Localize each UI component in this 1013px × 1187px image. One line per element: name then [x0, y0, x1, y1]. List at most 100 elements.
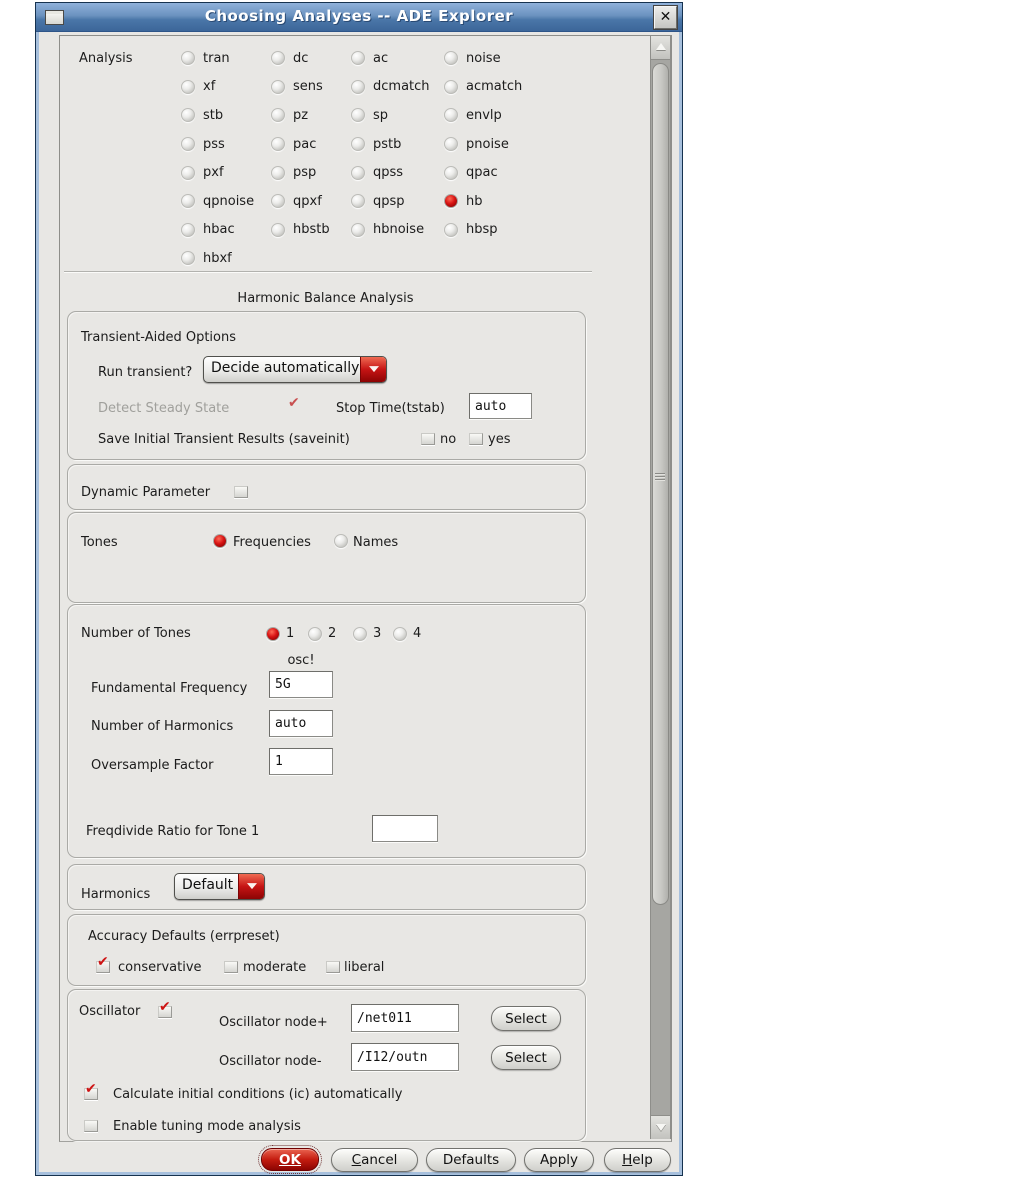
saveinit-no-checkbox[interactable] — [421, 433, 435, 445]
analysis-option-dcmatch[interactable]: dcmatch — [351, 79, 444, 94]
oversample-factor-input[interactable] — [269, 748, 333, 775]
radio-icon[interactable] — [271, 108, 285, 123]
radio-icon[interactable] — [271, 79, 285, 94]
stop-time-input[interactable] — [469, 393, 532, 419]
radio-icon[interactable] — [351, 51, 365, 66]
calc-ic-checkbox[interactable] — [84, 1081, 98, 1100]
analysis-option-pstb[interactable]: pstb — [351, 137, 444, 152]
scrollbar[interactable] — [650, 36, 671, 1139]
analysis-option-hbstb[interactable]: hbstb — [271, 222, 351, 237]
title-bar[interactable]: Choosing Analyses -- ADE Explorer ✕ — [36, 3, 682, 32]
saveinit-yes-checkbox[interactable] — [469, 433, 483, 445]
radio-icon[interactable] — [181, 137, 195, 152]
analysis-option-ac[interactable]: ac — [351, 51, 444, 66]
radio-icon[interactable] — [351, 194, 365, 209]
radio-icon[interactable] — [271, 137, 285, 152]
radio-icon[interactable] — [444, 165, 458, 180]
option-label: acmatch — [466, 79, 523, 95]
fundamental-frequency-input[interactable] — [269, 671, 333, 698]
run-transient-dropdown[interactable]: Decide automatically — [203, 356, 387, 383]
tones-count-3-radio[interactable] — [353, 627, 367, 641]
moderate-checkbox[interactable] — [224, 961, 238, 973]
oscillator-node-minus-input[interactable] — [351, 1043, 459, 1071]
analysis-option-sp[interactable]: sp — [351, 108, 444, 123]
analysis-option-pxf[interactable]: pxf — [181, 165, 271, 180]
scrollbar-thumb[interactable] — [652, 63, 669, 905]
radio-icon[interactable] — [271, 194, 285, 209]
oscillator-checkbox[interactable] — [158, 999, 172, 1018]
analysis-option-qpss[interactable]: qpss — [351, 165, 444, 180]
scroll-up-button[interactable] — [651, 36, 670, 60]
analysis-option-stb[interactable]: stb — [181, 108, 271, 123]
analysis-option-pz[interactable]: pz — [271, 108, 351, 123]
analysis-option-acmatch[interactable]: acmatch — [444, 79, 574, 94]
radio-icon[interactable] — [351, 165, 365, 180]
analysis-option-pac[interactable]: pac — [271, 137, 351, 152]
liberal-checkbox[interactable] — [326, 961, 340, 973]
analysis-option-envlp[interactable]: envlp — [444, 108, 574, 123]
freqdivide-input[interactable] — [372, 815, 438, 842]
analysis-option-tran[interactable]: tran — [181, 51, 271, 66]
radio-icon[interactable] — [351, 79, 365, 94]
analysis-option-hbnoise[interactable]: hbnoise — [351, 222, 444, 237]
radio-icon[interactable] — [181, 79, 195, 94]
number-of-harmonics-input[interactable] — [269, 710, 333, 737]
radio-icon[interactable] — [181, 194, 195, 209]
analysis-option-noise[interactable]: noise — [444, 51, 574, 66]
defaults-button[interactable]: Defaults — [426, 1148, 516, 1172]
analysis-option-qpxf[interactable]: qpxf — [271, 194, 351, 209]
dropdown-arrow-icon[interactable] — [238, 874, 264, 899]
detect-steady-state-check[interactable] — [288, 392, 302, 406]
analysis-option-hbxf[interactable]: hbxf — [181, 251, 271, 266]
analysis-option-qpac[interactable]: qpac — [444, 165, 574, 180]
apply-button[interactable]: Apply — [524, 1148, 594, 1172]
radio-icon[interactable] — [181, 51, 195, 66]
analysis-option-psp[interactable]: psp — [271, 165, 351, 180]
close-button[interactable]: ✕ — [654, 6, 677, 29]
tones-count-4-radio[interactable] — [393, 627, 407, 641]
analysis-option-sens[interactable]: sens — [271, 79, 351, 94]
radio-icon[interactable] — [181, 165, 195, 180]
radio-icon[interactable] — [271, 165, 285, 180]
window-menu-icon[interactable] — [45, 10, 64, 25]
radio-icon[interactable] — [351, 108, 365, 123]
analysis-option-qpnoise[interactable]: qpnoise — [181, 194, 271, 209]
radio-icon[interactable] — [444, 108, 458, 123]
scroll-down-button[interactable] — [651, 1115, 670, 1139]
oscillator-node-plus-input[interactable] — [351, 1004, 459, 1032]
analysis-option-dc[interactable]: dc — [271, 51, 351, 66]
analysis-option-hb[interactable]: hb — [444, 194, 574, 209]
radio-icon[interactable] — [271, 51, 285, 66]
tuning-mode-checkbox[interactable] — [84, 1120, 98, 1132]
radio-icon[interactable] — [181, 251, 195, 266]
radio-icon[interactable] — [444, 137, 458, 152]
tones-names-radio[interactable] — [334, 534, 348, 548]
conservative-checkbox[interactable] — [96, 954, 110, 973]
radio-icon[interactable] — [351, 222, 365, 237]
analysis-option-hbac[interactable]: hbac — [181, 222, 271, 237]
analysis-option-pss[interactable]: pss — [181, 137, 271, 152]
analysis-option-pnoise[interactable]: pnoise — [444, 137, 574, 152]
radio-icon[interactable] — [351, 137, 365, 152]
dropdown-arrow-icon[interactable] — [360, 357, 386, 382]
analysis-option-qpsp[interactable]: qpsp — [351, 194, 444, 209]
radio-icon[interactable] — [444, 222, 458, 237]
tones-frequencies-radio[interactable] — [213, 534, 227, 548]
radio-icon[interactable] — [181, 222, 195, 237]
radio-icon[interactable] — [444, 194, 458, 209]
radio-icon[interactable] — [444, 51, 458, 66]
oscillator-node-minus-select-button[interactable]: Select — [491, 1045, 561, 1070]
dynamic-parameter-checkbox[interactable] — [234, 486, 248, 498]
tones-count-1-radio[interactable] — [266, 627, 280, 641]
harmonics-dropdown[interactable]: Default — [174, 873, 265, 900]
oscillator-node-plus-select-button[interactable]: Select — [491, 1006, 561, 1031]
analysis-option-hbsp[interactable]: hbsp — [444, 222, 574, 237]
radio-icon[interactable] — [181, 108, 195, 123]
analysis-option-xf[interactable]: xf — [181, 79, 271, 94]
radio-icon[interactable] — [444, 79, 458, 94]
tones-count-2-radio[interactable] — [308, 627, 322, 641]
radio-icon[interactable] — [271, 222, 285, 237]
ok-button[interactable]: OK — [261, 1148, 319, 1171]
